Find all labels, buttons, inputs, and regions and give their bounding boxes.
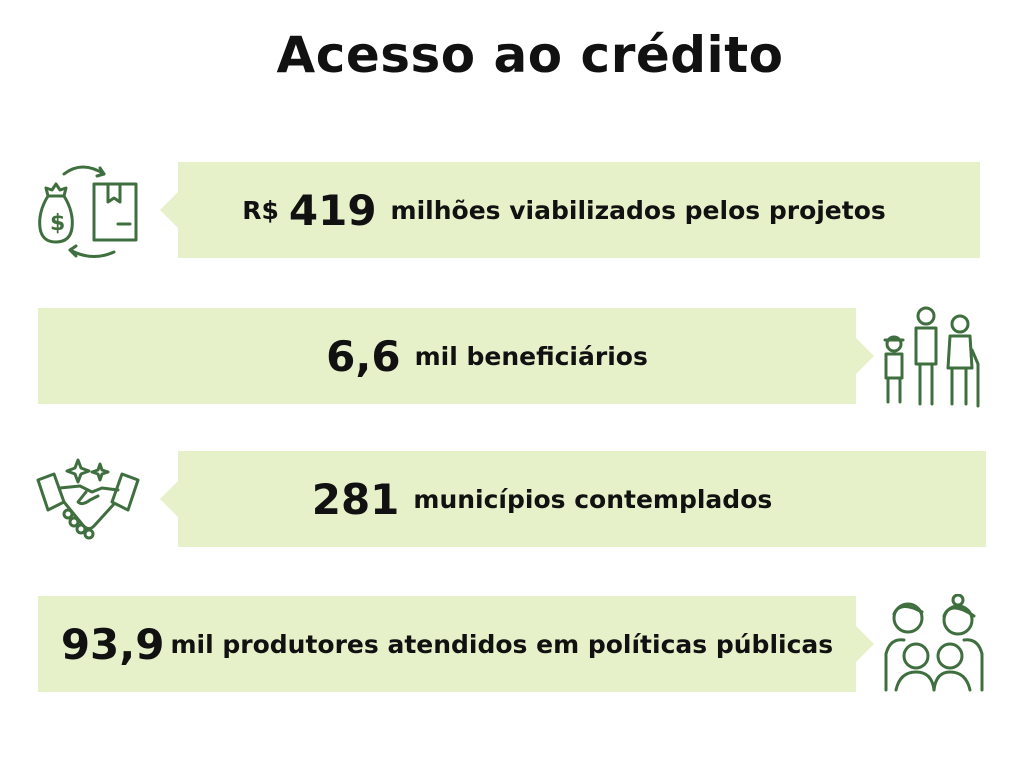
stat-number: 93,9 xyxy=(60,619,165,669)
svg-text:$: $ xyxy=(50,211,65,236)
stat-banner-credit: R$ 419 milhões viabilizados pelos projet… xyxy=(160,162,980,258)
handshake-icon xyxy=(34,452,144,548)
stat-label: mil beneficiários xyxy=(414,341,648,371)
family-group-icon xyxy=(878,594,990,694)
page-title: Acesso ao crédito xyxy=(276,26,784,84)
stat-number: 419 xyxy=(288,185,377,235)
stat-label: milhões viabilizados pelos projetos xyxy=(390,195,886,225)
people-ages-icon xyxy=(878,302,988,410)
stat-number: 6,6 xyxy=(326,331,401,381)
stat-number: 281 xyxy=(311,474,400,524)
stat-banner-beneficiaries: 6,6 mil beneficiários xyxy=(38,308,874,404)
stat-banner-municipalities: 281 municípios contemplados xyxy=(160,451,986,547)
stat-label: municípios contemplados xyxy=(413,484,773,514)
stat-banner-producers: 93,9 mil produtores atendidos em polític… xyxy=(38,596,874,692)
stat-label: mil produtores atendidos em políticas pú… xyxy=(170,629,834,659)
money-bag-box-exchange-icon: $ xyxy=(34,162,144,260)
currency-prefix: R$ xyxy=(242,195,279,225)
